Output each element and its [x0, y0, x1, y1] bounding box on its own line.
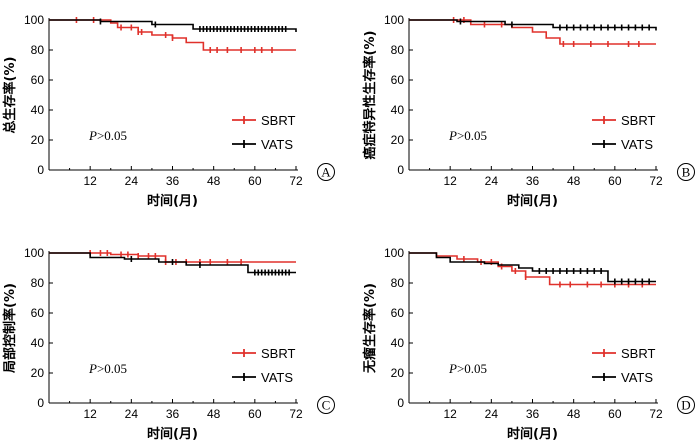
y-tick-label: 20	[391, 366, 405, 380]
x-axis-title: 时间(月)	[507, 426, 558, 442]
x-tick-label: 60	[248, 407, 262, 421]
y-tick-label: 100	[24, 13, 44, 27]
panel-label-circle	[677, 396, 695, 414]
y-tick-label: 20	[31, 133, 45, 147]
legend-label-vats: VATS	[621, 137, 653, 152]
x-axis-title: 时间(月)	[507, 193, 558, 209]
y-tick-label: 100	[384, 246, 404, 260]
x-tick-label: 36	[166, 174, 180, 188]
panel-label-letter: B	[682, 165, 691, 180]
legend-label-vats: VATS	[261, 137, 293, 152]
x-tick-label: 12	[83, 407, 97, 421]
km-panel-a: 0 20 40 60 80 100 12 24 36 48 60 72 时间(月) 总生存率(%) SBRT…	[2, 13, 335, 209]
y-tick-label: 60	[31, 306, 45, 320]
y-tick-label: 20	[31, 366, 45, 380]
y-tick-label: 80	[391, 276, 405, 290]
x-tick-label: 72	[289, 407, 303, 421]
y-tick-label: 100	[384, 13, 404, 27]
y-tick-label: 40	[391, 103, 405, 117]
km-panel-c: 0 20 40 60 80 100 12 24 36 48 60 72 时间(月) 局部控制率(%) SBR…	[2, 246, 335, 442]
legend-label-sbrt: SBRT	[621, 346, 655, 361]
x-tick-label: 12	[443, 174, 457, 188]
x-tick-label: 24	[125, 174, 139, 188]
y-tick-label: 0	[397, 163, 404, 177]
legend: SBRT VATS	[232, 346, 295, 385]
legend-label-sbrt: SBRT	[261, 346, 295, 361]
x-axis-title: 时间(月)	[147, 426, 198, 442]
y-axis-title: 无瘤生存率(%)	[362, 283, 378, 374]
x-tick-label: 36	[166, 407, 180, 421]
legend-label-sbrt: SBRT	[621, 113, 655, 128]
panel-label-circle	[317, 163, 335, 181]
x-tick-label: 60	[248, 174, 262, 188]
legend: SBRT VATS	[592, 113, 655, 152]
x-tick-label: 48	[207, 407, 221, 421]
y-tick-label: 80	[391, 43, 405, 57]
panel-label: D	[677, 396, 695, 414]
y-tick-label: 0	[37, 163, 44, 177]
p-value-annotation: P>0.05	[448, 128, 487, 143]
km-panel-b: 0 20 40 60 80 100 12 24 36 48 60 72 时间(月) 癌症特异性生存率(%)…	[362, 13, 695, 209]
x-tick-label: 48	[207, 174, 221, 188]
y-tick-label: 20	[391, 133, 405, 147]
panel-label-letter: A	[321, 165, 331, 180]
panel-label-letter: C	[322, 398, 331, 413]
y-axis-title: 局部控制率(%)	[2, 283, 18, 373]
x-tick-label: 24	[485, 174, 499, 188]
p-value-annotation: P>0.05	[448, 361, 487, 376]
x-tick-label: 48	[567, 174, 581, 188]
y-tick-label: 0	[397, 396, 404, 410]
y-tick-label: 100	[24, 246, 44, 260]
x-tick-label: 36	[526, 407, 540, 421]
series-sbrt	[49, 17, 296, 53]
survival-curve-vats	[409, 252, 656, 283]
x-tick-label: 24	[485, 407, 499, 421]
series-vats	[409, 252, 656, 285]
km-panel-d: 0 20 40 60 80 100 12 24 36 48 60 72 时间(月) 无瘤生存率(%) SBR…	[362, 246, 695, 442]
y-tick-label: 60	[31, 73, 45, 87]
y-tick-label: 60	[391, 306, 405, 320]
survival-curve-sbrt	[409, 19, 656, 45]
x-tick-label: 72	[289, 174, 303, 188]
p-value-annotation: P>0.05	[88, 128, 127, 143]
x-tick-label: 48	[567, 407, 581, 421]
series-vats	[409, 18, 657, 31]
y-tick-label: 40	[31, 103, 45, 117]
y-tick-label: 80	[31, 43, 45, 57]
p-value-annotation: P>0.05	[88, 361, 127, 376]
survival-curve-vats	[49, 252, 296, 274]
x-tick-label: 72	[649, 174, 663, 188]
legend-label-vats: VATS	[621, 370, 653, 385]
x-tick-label: 12	[443, 407, 457, 421]
panel-label-circle	[317, 396, 335, 414]
panel-label: A	[317, 163, 335, 181]
series-vats	[49, 18, 297, 32]
x-tick-label: 60	[608, 174, 622, 188]
panel-label: B	[677, 163, 695, 181]
x-tick-label: 72	[649, 407, 663, 421]
x-tick-label: 24	[125, 407, 139, 421]
legend: SBRT VATS	[232, 113, 295, 152]
y-tick-label: 60	[391, 73, 405, 87]
series-vats	[49, 252, 296, 276]
x-tick-label: 60	[608, 407, 622, 421]
legend-label-vats: VATS	[261, 370, 293, 385]
y-tick-label: 80	[31, 276, 45, 290]
y-tick-label: 0	[37, 396, 44, 410]
panel-label-letter: D	[681, 398, 690, 413]
x-tick-label: 12	[83, 174, 97, 188]
x-axis-title: 时间(月)	[147, 193, 198, 209]
y-axis-title: 总生存率(%)	[2, 57, 18, 134]
series-sbrt	[409, 17, 656, 47]
legend-label-sbrt: SBRT	[261, 113, 295, 128]
x-tick-label: 36	[526, 174, 540, 188]
y-tick-label: 40	[31, 336, 45, 350]
y-tick-label: 40	[391, 336, 405, 350]
panel-label: C	[317, 396, 335, 414]
legend: SBRT VATS	[592, 346, 655, 385]
panel-label-circle	[677, 163, 695, 181]
y-axis-title: 癌症特异性生存率(%)	[362, 31, 378, 160]
